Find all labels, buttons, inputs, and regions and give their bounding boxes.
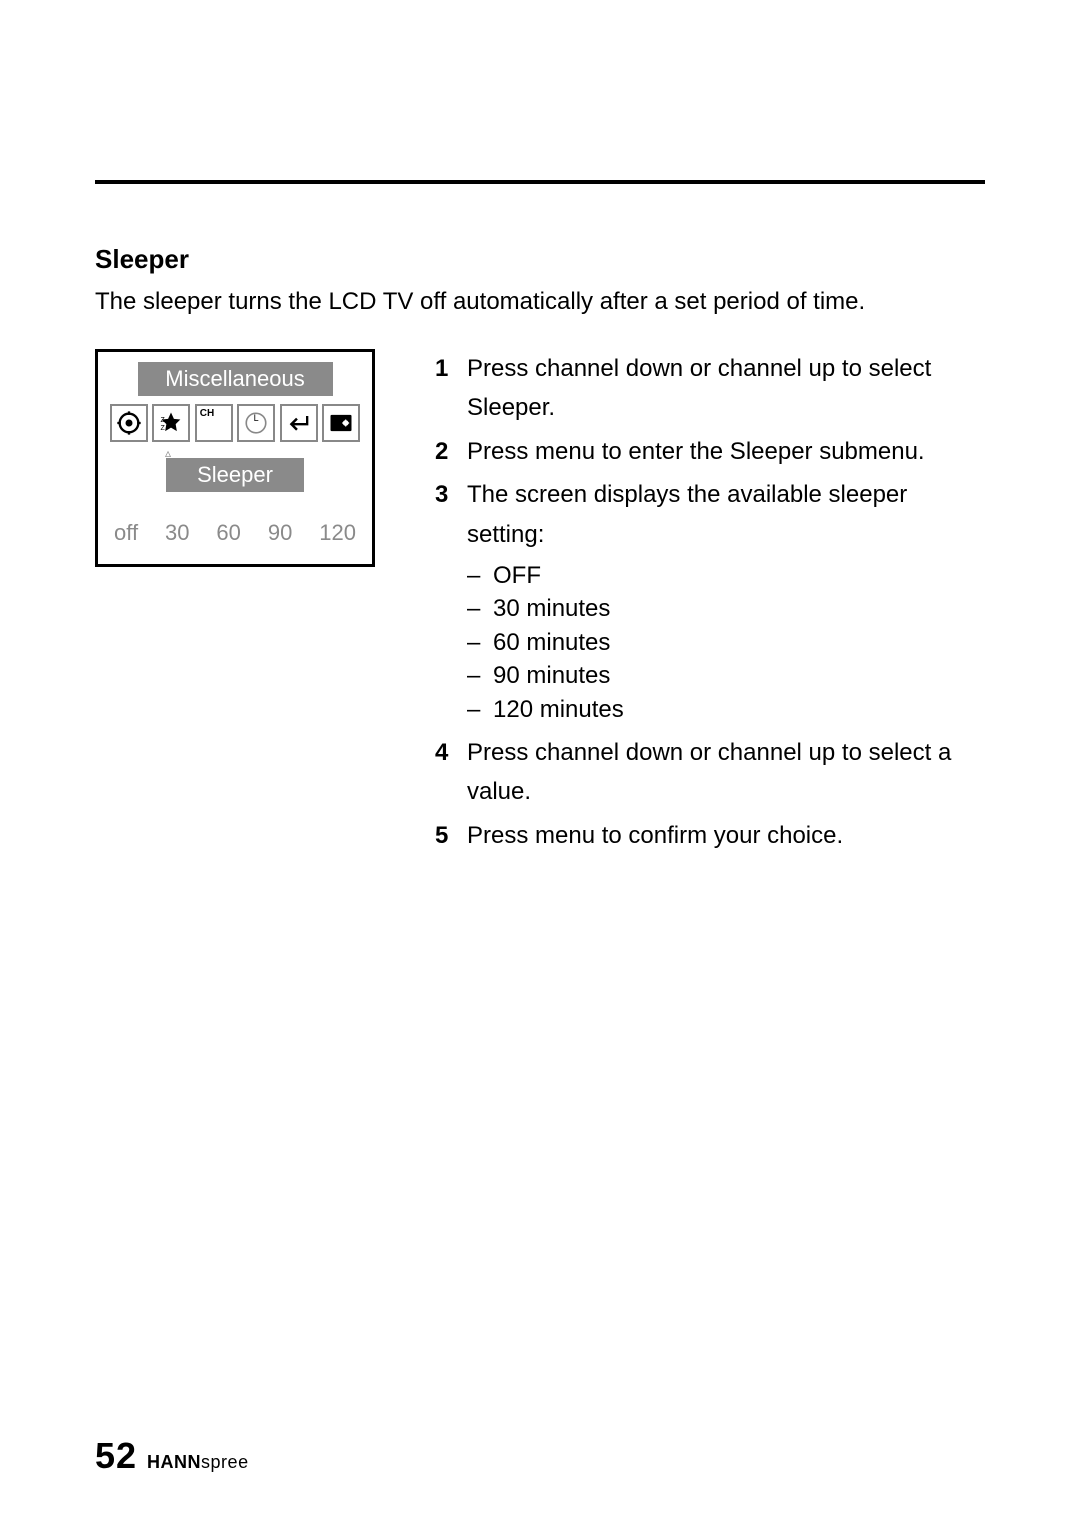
horizontal-rule [95,180,985,184]
step-text: Press channel down or channel up to sele… [467,355,931,422]
list-item: 90 minutes [493,659,985,693]
sleeper-options-list: OFF 30 minutes 60 minutes 90 minutes 120… [467,559,985,727]
osd-icon-row: ZZ CH L [110,404,360,442]
step-item: The screen displays the available sleepe… [435,475,985,726]
step-text: Press menu to enter the Sleeper submenu. [467,438,925,465]
osd-option: off [114,520,138,546]
svg-text:Z: Z [161,416,166,423]
settings-gear-icon [110,404,148,442]
caret-indicator: ▵ [110,446,360,456]
steps-list: Press channel down or channel up to sele… [435,349,985,856]
osd-option: 30 [165,520,189,546]
content-row: Miscellaneous ZZ CH L [95,349,985,860]
list-item: 120 minutes [493,693,985,727]
osd-header: Miscellaneous [138,362,333,396]
svg-text:Z: Z [161,425,166,432]
page-number: 52 [95,1435,137,1477]
ch-icon: CH [195,404,233,442]
intro-text: The sleeper turns the LCD TV off automat… [95,285,985,319]
step-text: Press menu to confirm your choice. [467,822,843,849]
return-icon [280,404,318,442]
list-item: OFF [493,559,985,593]
list-item: 30 minutes [493,592,985,626]
brand-logo: HANNspree [147,1452,249,1473]
steps-column: Press channel down or channel up to sele… [435,349,985,860]
list-item: 60 minutes [493,626,985,660]
page-footer: 52 HANNspree [95,1435,249,1477]
osd-option: 90 [268,520,292,546]
step-text: Press channel down or channel up to sele… [467,739,951,806]
step-item: Press menu to confirm your choice. [435,816,985,856]
clock-icon: L [237,404,275,442]
step-item: Press menu to enter the Sleeper submenu. [435,432,985,472]
osd-menu-box: Miscellaneous ZZ CH L [95,349,375,567]
step-text: The screen displays the available sleepe… [467,481,907,548]
osd-option-row: off 30 60 90 120 [110,520,360,546]
osd-option: 120 [319,520,356,546]
screen-icon [322,404,360,442]
step-item: Press channel down or channel up to sele… [435,349,985,428]
step-item: Press channel down or channel up to sele… [435,733,985,812]
star-icon: ZZ [152,404,190,442]
section-title: Sleeper [95,244,985,275]
osd-submenu-label: Sleeper [166,458,304,492]
document-page: Sleeper The sleeper turns the LCD TV off… [0,0,1080,1529]
osd-option: 60 [216,520,240,546]
